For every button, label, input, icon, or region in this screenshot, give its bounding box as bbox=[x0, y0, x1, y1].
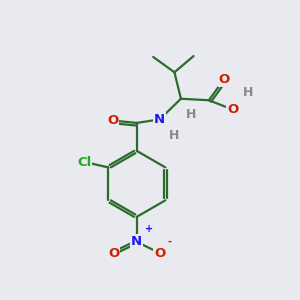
Text: H: H bbox=[243, 86, 254, 99]
Text: +: + bbox=[145, 224, 153, 234]
Text: N: N bbox=[154, 113, 165, 126]
Text: H: H bbox=[169, 129, 179, 142]
Text: O: O bbox=[219, 73, 230, 85]
Text: O: O bbox=[108, 247, 119, 260]
Text: Cl: Cl bbox=[77, 156, 91, 169]
Text: -: - bbox=[168, 237, 172, 247]
Text: O: O bbox=[227, 103, 239, 116]
Text: N: N bbox=[131, 236, 142, 248]
Text: O: O bbox=[107, 114, 118, 127]
Text: H: H bbox=[186, 108, 197, 121]
Text: O: O bbox=[154, 247, 165, 260]
